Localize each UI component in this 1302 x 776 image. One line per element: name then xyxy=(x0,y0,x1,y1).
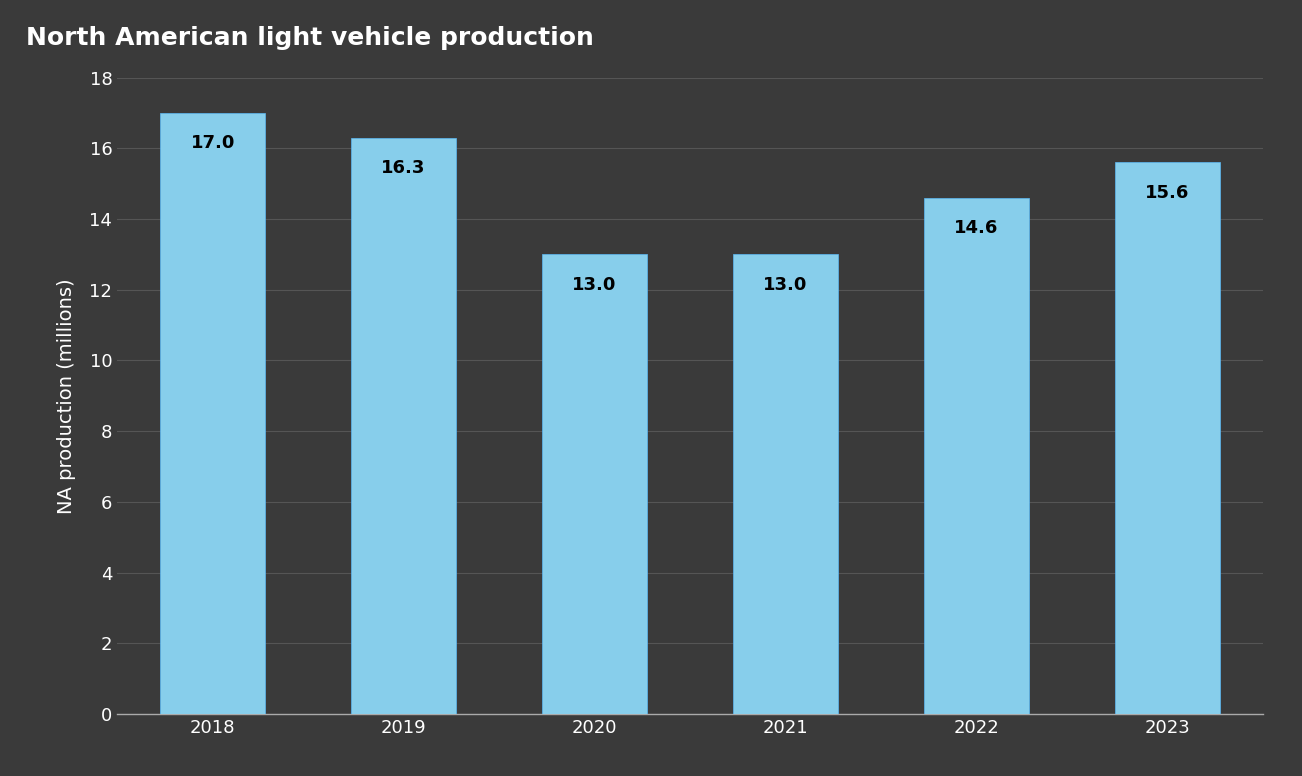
Bar xyxy=(924,198,1029,714)
Text: 14.6: 14.6 xyxy=(954,219,999,237)
Text: North American light vehicle production: North American light vehicle production xyxy=(26,26,594,50)
Text: 13.0: 13.0 xyxy=(763,275,807,293)
Bar xyxy=(733,255,838,714)
Text: 15.6: 15.6 xyxy=(1146,184,1190,202)
Text: 17.0: 17.0 xyxy=(190,134,234,152)
Text: 13.0: 13.0 xyxy=(573,275,617,293)
Bar xyxy=(542,255,647,714)
Text: 16.3: 16.3 xyxy=(381,159,426,177)
Bar xyxy=(160,113,266,714)
Bar xyxy=(1115,162,1220,714)
Y-axis label: NA production (millions): NA production (millions) xyxy=(56,278,76,514)
Bar xyxy=(352,137,456,714)
